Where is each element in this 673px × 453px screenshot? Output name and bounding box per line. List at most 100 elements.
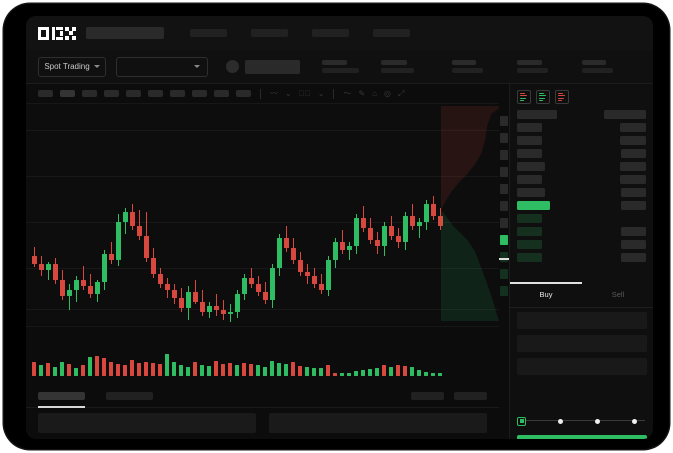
volume-bar-13 <box>123 365 127 376</box>
trading-mode-select[interactable]: Spot Trading <box>38 56 106 77</box>
ruler-icon[interactable]: ✎ <box>358 88 366 98</box>
nav-link-2[interactable] <box>251 29 288 37</box>
candle-body <box>81 280 86 286</box>
indicator-wave-icon[interactable]: 〰 <box>270 88 278 98</box>
order-amount-slider[interactable] <box>517 415 647 427</box>
order-total-input[interactable] <box>517 358 647 375</box>
fullscreen-icon[interactable]: ⤢ <box>397 88 405 98</box>
trend-line-icon[interactable]: 〜 <box>343 88 352 98</box>
orders-action-2[interactable] <box>454 391 487 400</box>
chevron-down-icon[interactable]: ⌄ <box>317 88 325 98</box>
order-book-row[interactable] <box>517 162 646 171</box>
tab-open-orders[interactable] <box>38 391 85 408</box>
timeframe-button-0[interactable] <box>38 90 53 97</box>
asks-only-icon[interactable] <box>555 90 569 104</box>
orders-action-1[interactable] <box>411 391 444 400</box>
candle-body <box>319 284 324 290</box>
order-book-rows[interactable] <box>510 110 653 286</box>
timeframe-button-2[interactable] <box>82 90 97 97</box>
stat-label <box>322 60 347 65</box>
timeframe-button-3[interactable] <box>104 90 119 97</box>
logo-letter-o <box>38 26 49 40</box>
candle-body <box>340 242 345 250</box>
candle-body <box>109 254 114 260</box>
timeframe-button-5[interactable] <box>148 90 163 97</box>
order-book-row[interactable] <box>517 123 646 132</box>
compare-icon[interactable]: ⌄ <box>285 88 292 98</box>
target-icon[interactable]: ◎ <box>383 88 391 98</box>
order-book-row[interactable] <box>517 253 646 262</box>
volume-bar-19 <box>165 354 169 376</box>
slider-handle-checkbox[interactable] <box>517 416 526 426</box>
volume-bar-3 <box>53 367 57 376</box>
volume-bar-6 <box>74 368 78 376</box>
stat-value <box>452 68 483 73</box>
volume-bar-58 <box>438 373 442 376</box>
ticker-stat-3 <box>452 60 483 73</box>
candle-body <box>235 294 240 312</box>
ticker-bar: Spot Trading <box>26 50 653 84</box>
order-price-input[interactable] <box>517 312 647 329</box>
settings-abc-icon[interactable]: ⍺⃞ <box>298 88 311 98</box>
tab-order-history[interactable] <box>106 391 153 400</box>
trading-pair-select[interactable] <box>116 56 208 77</box>
bids-only-icon[interactable] <box>536 90 550 104</box>
slider-step-50[interactable] <box>595 418 600 424</box>
okx-logo[interactable] <box>38 26 76 40</box>
volume-bar-27 <box>221 364 225 376</box>
nav-link-4[interactable] <box>373 29 410 37</box>
nav-link-3[interactable] <box>312 29 349 37</box>
slider-step-75[interactable] <box>632 418 637 424</box>
order-book-row[interactable] <box>517 175 646 184</box>
candle-body <box>144 236 149 258</box>
stat-label <box>452 60 476 65</box>
buy-sell-tabs: Buy Sell <box>510 282 653 308</box>
timeframe-button-8[interactable] <box>214 90 229 97</box>
order-book-row[interactable] <box>517 227 646 236</box>
stat-label <box>517 60 542 65</box>
order-book-amount <box>621 240 646 249</box>
order-book-price <box>517 188 545 197</box>
order-book-row[interactable] <box>517 136 646 145</box>
volume-bar-20 <box>172 362 176 376</box>
candle-body <box>214 306 219 310</box>
tab-sell[interactable]: Sell <box>611 290 625 299</box>
timeframe-button-1[interactable] <box>60 90 75 97</box>
candlestick-series <box>26 104 499 324</box>
camera-icon[interactable]: ⌂ <box>372 88 377 98</box>
order-book-row[interactable] <box>517 214 646 223</box>
candle-wick <box>216 294 217 316</box>
order-book-row[interactable] <box>517 149 646 158</box>
order-book-amount <box>621 188 646 197</box>
place-buy-order-button[interactable] <box>517 435 647 439</box>
order-book-view-modes <box>510 84 653 110</box>
table-row[interactable] <box>38 413 256 433</box>
combined-depth-icon[interactable] <box>517 90 531 104</box>
timeframe-button-7[interactable] <box>192 90 207 97</box>
candle-body <box>200 302 205 312</box>
nav-link-1[interactable] <box>190 29 227 37</box>
order-amount-input[interactable] <box>517 335 647 352</box>
volume-bar-30 <box>242 363 246 376</box>
stat-value <box>322 68 359 73</box>
timeframe-button-9[interactable] <box>236 90 251 97</box>
chart-gridlines <box>26 104 499 324</box>
price-axis-tick-5 <box>500 201 508 211</box>
candle-body <box>242 278 247 294</box>
timeframe-button-6[interactable] <box>170 90 185 97</box>
order-book-row[interactable] <box>517 188 646 197</box>
table-row[interactable] <box>269 413 487 433</box>
trading-mode-label: Spot Trading <box>44 62 90 71</box>
nav-links-group <box>190 29 410 37</box>
order-book-row[interactable] <box>517 201 646 210</box>
order-book-row[interactable] <box>517 240 646 249</box>
candle-body <box>130 212 135 226</box>
tab-buy[interactable]: Buy <box>510 282 582 307</box>
slider-step-25[interactable] <box>558 418 563 424</box>
order-book-amount <box>620 162 646 171</box>
volume-bar-14 <box>130 360 134 376</box>
global-search-input[interactable] <box>86 27 164 39</box>
candlestick-chart[interactable] <box>26 104 499 324</box>
candle-body <box>361 218 366 228</box>
timeframe-button-4[interactable] <box>126 90 141 97</box>
